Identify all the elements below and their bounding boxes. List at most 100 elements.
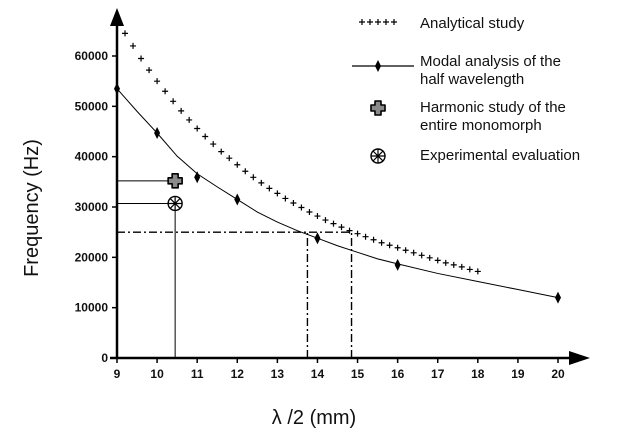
data-point (314, 213, 321, 220)
data-point (242, 168, 249, 175)
x-tick-label: 20 (551, 367, 565, 381)
axes (110, 8, 590, 365)
data-point (322, 217, 329, 224)
data-point (354, 230, 361, 237)
marker-spokes (168, 196, 183, 211)
data-point (274, 190, 281, 197)
x-tick-label: 17 (431, 367, 445, 381)
y-axis-arrow (110, 8, 124, 26)
x-tick-label: 14 (311, 367, 325, 381)
y-tick-label: 50000 (75, 99, 109, 113)
data-point (338, 224, 345, 231)
data-point (258, 179, 265, 186)
data-point (130, 42, 137, 49)
data-markers (114, 30, 561, 304)
legend-symbol (359, 19, 365, 25)
data-point (466, 266, 473, 273)
data-point (202, 133, 209, 140)
data-point (170, 98, 177, 105)
data-point (394, 244, 401, 251)
x-tick-label: 13 (271, 367, 285, 381)
data-point (218, 148, 225, 155)
legend-label: half wavelength (420, 71, 524, 88)
y-tick-label: 30000 (75, 200, 109, 214)
x-tick-label: 11 (191, 367, 204, 381)
legend-symbol (370, 100, 386, 116)
data-point (282, 195, 289, 202)
data-point (450, 261, 457, 268)
x-tick-label: 19 (511, 367, 525, 381)
data-point (306, 209, 313, 216)
data-point (458, 263, 465, 270)
legend-symbol (370, 148, 386, 164)
x-axis-title: λ /2 (mm) (272, 407, 356, 429)
x-tick-label: 10 (150, 367, 164, 381)
axis-ticks: 9 10 11 12 13 14 15 16 17 18 19 20 0 10000 20000 30000 4… (75, 49, 565, 381)
data-point (418, 252, 425, 259)
data-point (370, 236, 377, 243)
data-point (178, 107, 185, 114)
data-point (410, 249, 417, 256)
data-point (266, 185, 273, 192)
data-point (234, 161, 241, 168)
data-point (146, 67, 153, 74)
data-point (186, 116, 193, 123)
data-point (167, 173, 183, 189)
legend: Analytical study Modal analysis of thehal… (352, 15, 580, 164)
legend-symbol (391, 19, 397, 25)
data-point (298, 204, 305, 211)
marker-spokes (371, 149, 385, 163)
x-axis-arrow (569, 351, 590, 365)
data-point (386, 242, 393, 249)
data-point (402, 247, 409, 254)
data-point (474, 268, 481, 275)
legend-label: Modal analysis of the (420, 53, 561, 70)
x-tick-label: 12 (231, 367, 245, 381)
data-point (154, 127, 161, 140)
data-point (154, 78, 161, 85)
data-point (290, 199, 297, 206)
data-point (138, 55, 145, 62)
legend-label: entire monomorph (420, 117, 542, 134)
data-point (434, 257, 441, 264)
curves (116, 88, 559, 299)
data-point (167, 195, 183, 212)
y-axis-title: Frequency (Hz) (21, 139, 43, 277)
data-point (314, 232, 321, 245)
legend-label: Experimental evaluation (420, 147, 580, 164)
data-point (122, 30, 129, 37)
data-point (362, 233, 369, 240)
y-tick-label: 10000 (75, 301, 109, 315)
modal-analysis-curve (116, 88, 559, 299)
x-tick-label: 15 (351, 367, 365, 381)
legend-symbol (375, 60, 381, 72)
y-tick-label: 20000 (75, 250, 109, 264)
data-point (194, 171, 201, 184)
legend-label: Harmonic study of the (420, 99, 566, 116)
legend-symbol (367, 19, 373, 25)
y-tick-label: 60000 (75, 49, 109, 63)
data-point (442, 259, 449, 266)
data-point (226, 155, 233, 162)
data-point (210, 141, 217, 148)
legend-label: Analytical study (420, 15, 525, 32)
legend-symbol (375, 19, 381, 25)
data-point (346, 227, 353, 234)
data-point (330, 220, 337, 227)
data-point (394, 258, 401, 271)
data-point (555, 291, 561, 304)
data-point (194, 125, 201, 132)
legend-symbol (383, 19, 389, 25)
x-tick-label: 9 (114, 367, 121, 381)
x-tick-label: 18 (471, 367, 485, 381)
data-point (250, 174, 257, 181)
data-point (234, 193, 241, 206)
y-tick-label: 40000 (75, 150, 109, 164)
data-point (426, 254, 433, 261)
data-point (162, 88, 169, 95)
y-tick-label: 0 (101, 351, 108, 365)
x-tick-label: 16 (391, 367, 405, 381)
reference-lines (117, 180, 353, 358)
data-point (378, 239, 385, 246)
